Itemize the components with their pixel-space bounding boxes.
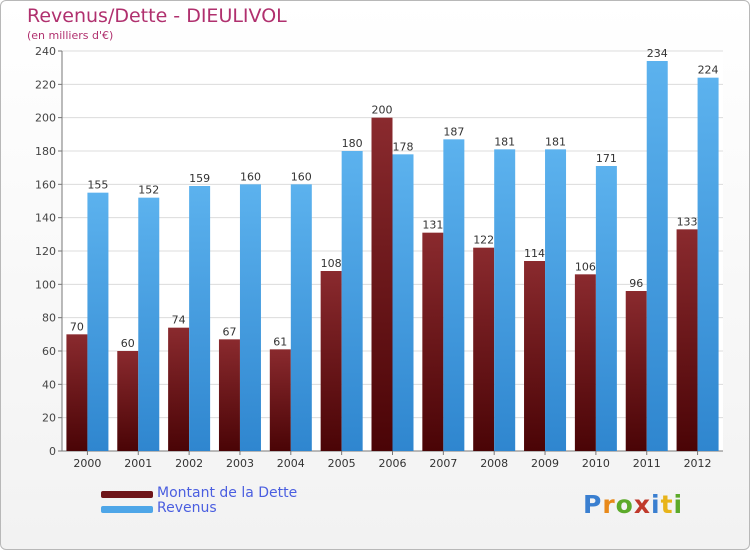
- bar-revenus: [494, 149, 516, 452]
- data-label-dette: 74: [172, 314, 186, 327]
- x-tick-label: 2004: [277, 457, 305, 470]
- data-label-dette: 61: [273, 335, 287, 348]
- bar-revenus: [697, 77, 719, 452]
- legend-label-dette: Montant de la Dette: [157, 485, 298, 501]
- bar-dette: [574, 274, 596, 451]
- logo-letter: x: [633, 490, 651, 519]
- bar-revenus: [646, 61, 668, 451]
- bar-revenus: [443, 139, 465, 452]
- x-tick-label: 2008: [480, 457, 508, 470]
- bar-dette: [269, 349, 291, 451]
- data-label-dette: 70: [70, 320, 84, 333]
- data-label-revenus: 234: [647, 47, 668, 60]
- x-tick-label: 2003: [226, 457, 254, 470]
- logo-letter: r: [602, 490, 616, 519]
- x-tick-label: 2005: [328, 457, 356, 470]
- x-tick-label: 2012: [684, 457, 712, 470]
- logo-letter: P: [583, 490, 603, 519]
- bar-dette: [422, 232, 444, 451]
- x-tick-label: 2001: [124, 457, 152, 470]
- logo-letter: i: [651, 490, 661, 519]
- data-label-revenus: 160: [291, 170, 312, 183]
- data-label-dette: 122: [473, 234, 494, 247]
- bar-dette: [676, 229, 698, 451]
- chart-title: Revenus/Dette - DIEULIVOL: [27, 5, 287, 27]
- bar-dette: [524, 261, 546, 451]
- x-tick-label: 2006: [379, 457, 407, 470]
- x-tick-label: 2007: [429, 457, 457, 470]
- bar-dette: [218, 339, 240, 451]
- y-tick-label: 20: [42, 412, 56, 425]
- data-label-dette: 200: [372, 104, 393, 117]
- y-tick-label: 60: [42, 345, 56, 358]
- y-tick-label: 220: [35, 78, 56, 91]
- data-label-dette: 114: [524, 247, 545, 260]
- data-label-dette: 108: [321, 257, 342, 270]
- y-tick-label: 200: [35, 112, 56, 125]
- y-tick-label: 160: [35, 178, 56, 191]
- data-label-revenus: 178: [393, 140, 414, 153]
- chart-subtitle: (en milliers d'€): [27, 29, 114, 42]
- data-label-revenus: 152: [138, 184, 159, 197]
- legend-swatch-revenus: [101, 506, 153, 513]
- bar-revenus: [138, 197, 160, 451]
- data-label-revenus: 180: [342, 137, 363, 150]
- data-label-dette: 131: [422, 219, 443, 232]
- legend-label-revenus: Revenus: [157, 500, 217, 516]
- proxiti-logo: Proxiti: [583, 490, 683, 519]
- x-tick-label: 2011: [633, 457, 661, 470]
- data-label-dette: 133: [677, 215, 698, 228]
- y-tick-label: 140: [35, 212, 56, 225]
- x-tick-label: 2002: [175, 457, 203, 470]
- y-tick-label: 80: [42, 312, 56, 325]
- data-label-revenus: 181: [545, 135, 566, 148]
- bar-revenus: [545, 149, 567, 452]
- y-tick-label: 0: [49, 445, 56, 458]
- bar-revenus: [595, 166, 617, 451]
- bar-dette: [117, 351, 139, 451]
- bar-dette: [66, 334, 88, 451]
- x-tick-label: 2010: [582, 457, 610, 470]
- bar-dette: [473, 247, 495, 451]
- y-tick-label: 240: [35, 45, 56, 58]
- data-label-revenus: 187: [443, 125, 464, 138]
- bar-revenus: [341, 151, 363, 451]
- bar-revenus: [392, 154, 414, 452]
- data-label-revenus: 159: [189, 172, 210, 185]
- x-tick-label: 2009: [531, 457, 559, 470]
- y-tick-label: 180: [35, 145, 56, 158]
- data-label-dette: 106: [575, 260, 596, 273]
- bar-dette: [320, 271, 342, 451]
- bar-revenus: [189, 186, 211, 451]
- data-label-dette: 60: [121, 337, 135, 350]
- x-tick-label: 2000: [73, 457, 101, 470]
- bar-revenus: [87, 192, 109, 451]
- logo-letter: o: [615, 490, 634, 519]
- bar-dette: [625, 291, 647, 451]
- data-label-revenus: 224: [698, 64, 719, 77]
- bar-dette: [371, 117, 393, 452]
- data-label-revenus: 160: [240, 170, 261, 183]
- data-label-revenus: 171: [596, 152, 617, 165]
- y-tick-label: 40: [42, 378, 56, 391]
- logo-letter: i: [673, 490, 684, 519]
- bar-dette: [168, 327, 190, 451]
- bar-revenus: [239, 184, 261, 452]
- data-label-dette: 96: [629, 277, 643, 290]
- legend-swatch-dette: [101, 491, 153, 498]
- y-tick-label: 120: [35, 245, 56, 258]
- data-label-dette: 67: [222, 325, 236, 338]
- bar-revenus: [290, 184, 312, 452]
- data-label-revenus: 181: [494, 135, 515, 148]
- y-tick-label: 100: [35, 278, 56, 291]
- logo-letter: t: [660, 490, 674, 519]
- data-label-revenus: 155: [87, 179, 108, 192]
